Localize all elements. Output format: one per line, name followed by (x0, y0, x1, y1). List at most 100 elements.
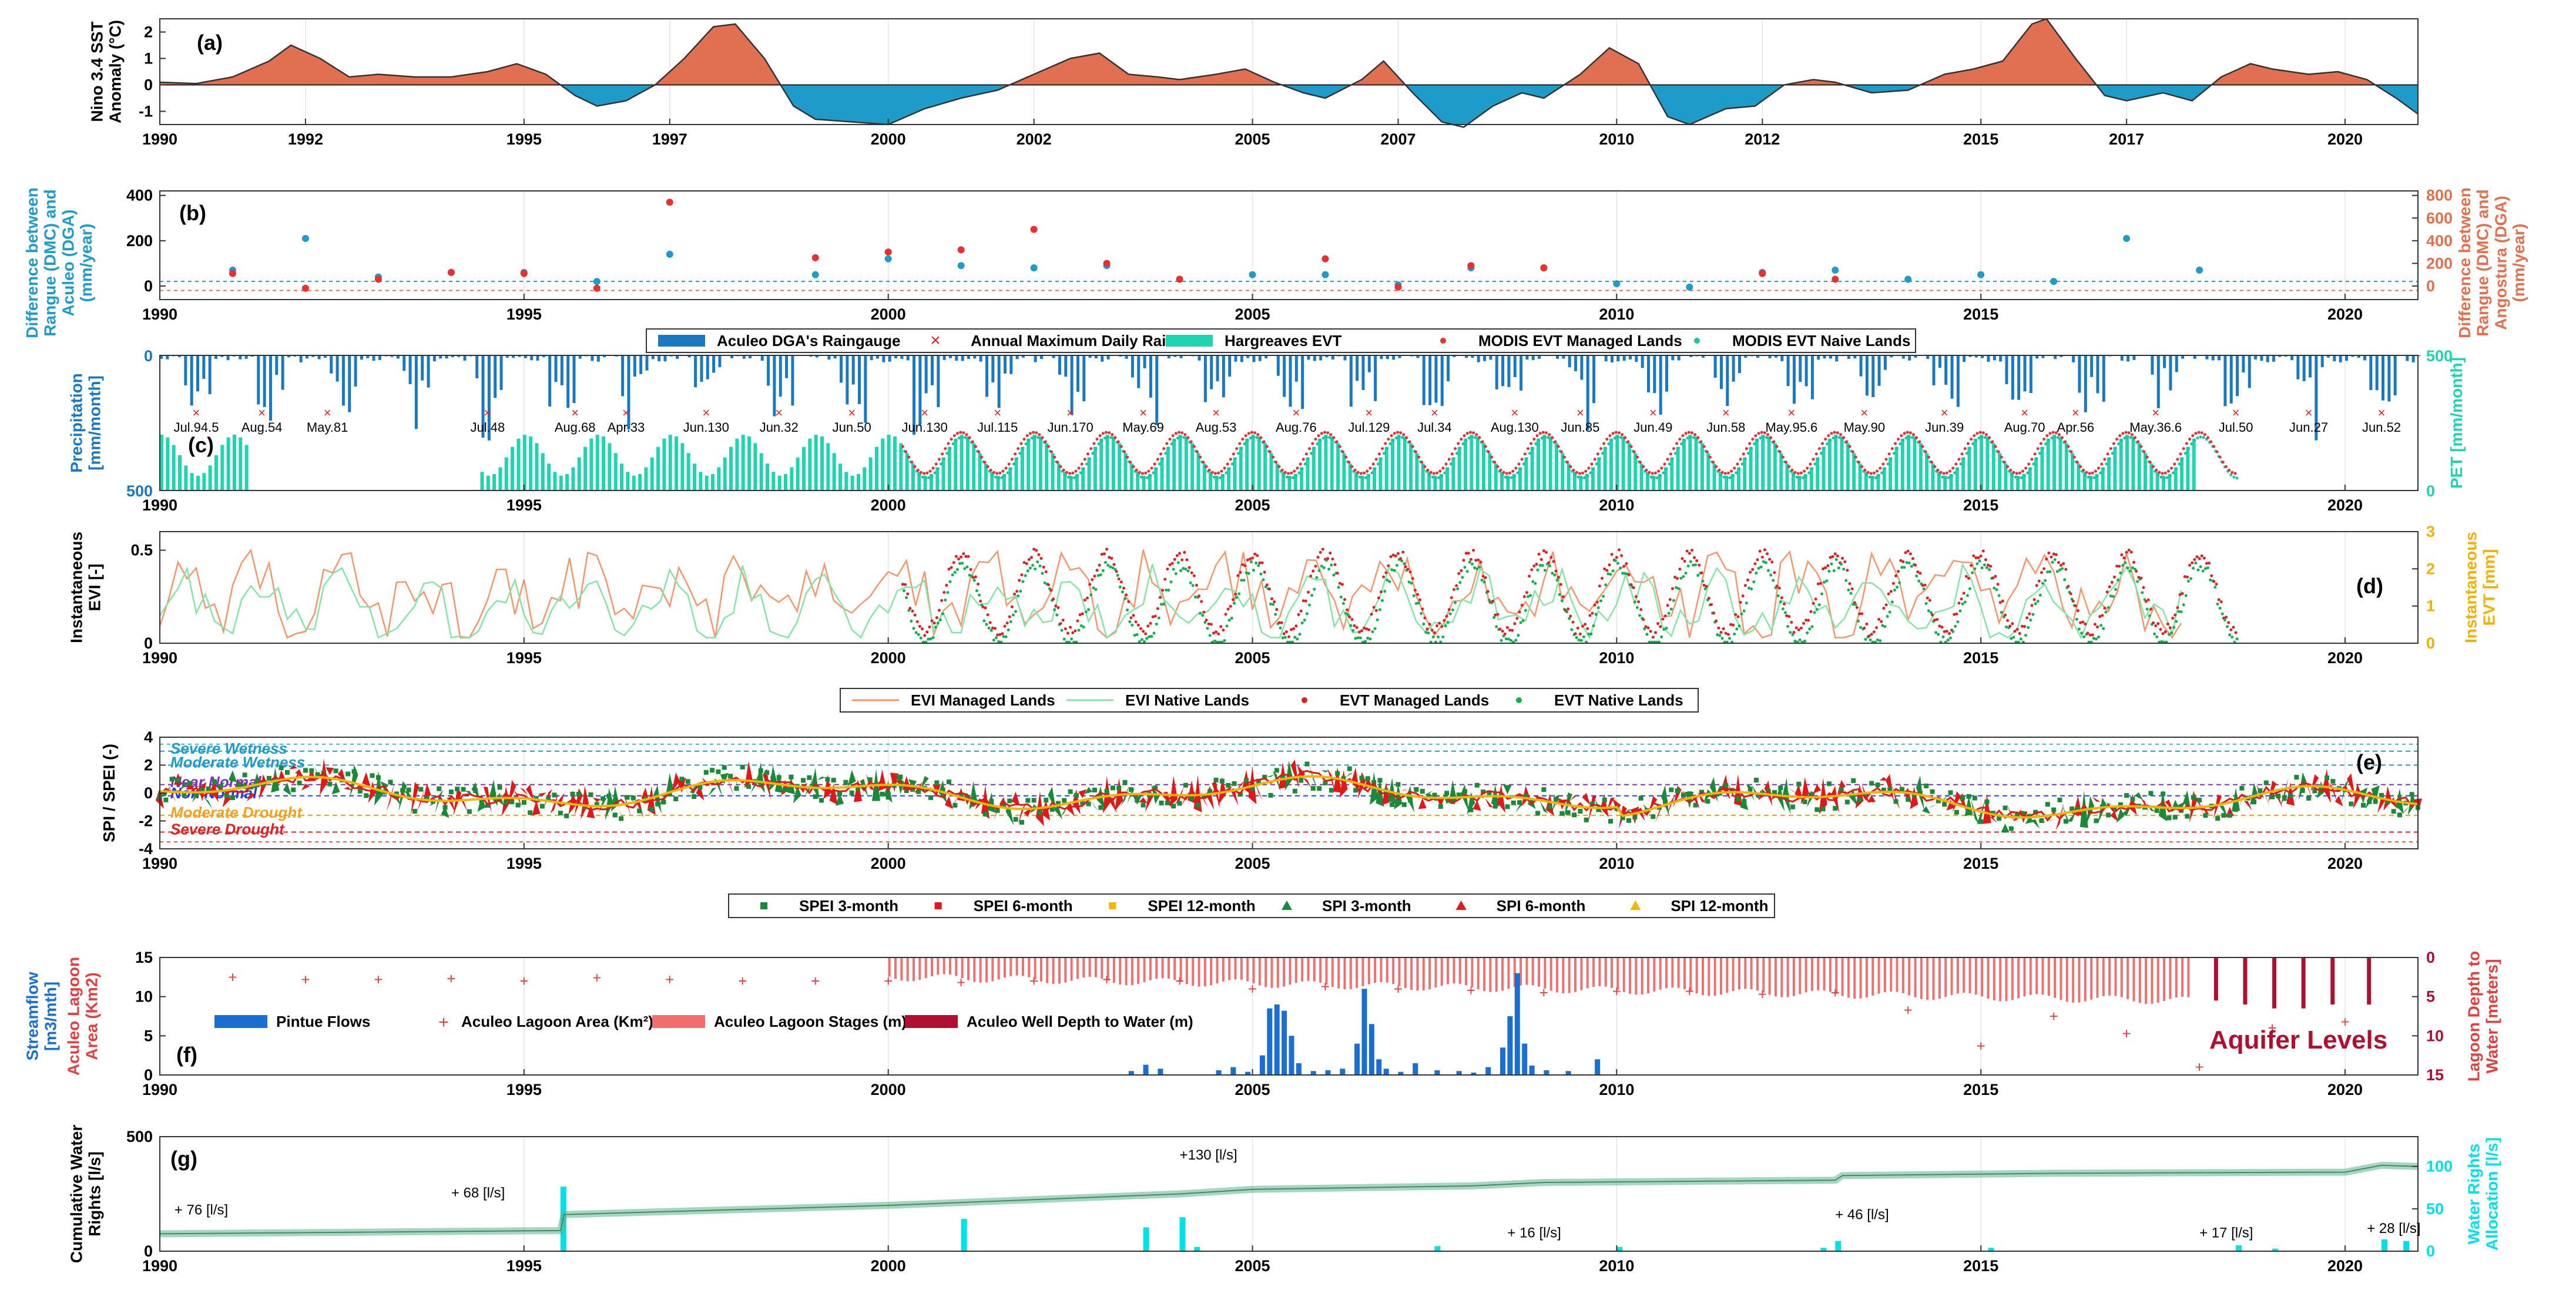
panel-c-modis-native-point (2035, 457, 2038, 461)
panel-c-pet-bar (1063, 472, 1067, 490)
panel-c-modis-managed-point (1183, 433, 1187, 436)
panel-d-evt-managed-point (1316, 556, 1320, 559)
panel-d-evt-managed-point (1872, 630, 1876, 634)
panel-c-modis-managed-point (1617, 431, 1621, 435)
panel-d-evt-managed-point (1634, 595, 1638, 599)
panel-c-modis-native-point (1743, 457, 1747, 461)
panel-d-evt-native-point (1570, 628, 1574, 631)
panel-f-lagoon-stage-bar (1920, 957, 1923, 999)
panel-e-spei3-point (1347, 766, 1352, 771)
panel-c-pet-bar (2192, 438, 2196, 490)
panel-c-modis-managed-point (1283, 471, 1287, 474)
panel-c-pet-bar (686, 453, 690, 490)
panel-d-evt-managed-point (991, 626, 994, 630)
panel-c-xtick-label: 2020 (2327, 496, 2363, 514)
panel-d-evt-managed-point (2076, 609, 2079, 613)
panel-f-pintue-bar (1500, 1047, 1506, 1075)
panel-e-spei3-point (1663, 799, 1668, 804)
panel-d-evt-managed-point (1338, 582, 1341, 585)
panel-f-lagoon-stage-bar (967, 957, 970, 980)
panel-c-modis-managed-point (901, 445, 904, 448)
panel-e-spei3-point (375, 775, 381, 780)
panel-d-evt-native-point (1864, 637, 1867, 641)
panel-c-pet-bar (1445, 467, 1450, 490)
panel-d-evt-managed-point (1681, 557, 1684, 560)
panel-c-modis-managed-point (1235, 447, 1239, 451)
panel-d-evt-managed-point (984, 606, 987, 610)
panel-d-evt-native-point (968, 573, 971, 577)
panel-c-rain-bar (1792, 355, 1796, 404)
panel-d-evt-managed-point (901, 583, 904, 586)
panel-f-lagoon-stage-bar (1240, 957, 1243, 980)
panel-c-modis-managed-point (1463, 434, 1466, 438)
panel-f-lagoon-stage-bar (1483, 957, 1486, 992)
panel-c-modis-managed-point (1824, 438, 1827, 441)
panel-f-lagoon-stage-bar (1859, 957, 1862, 999)
panel-c-modis-managed-point (2033, 452, 2037, 456)
panel-c-modis-managed-point (1296, 466, 1299, 470)
panel-c-modis-native-point (991, 473, 994, 476)
panel-c-modis-managed-point (904, 450, 908, 453)
panel-c-pet-bar (1761, 435, 1765, 490)
panel-c-pet-bar (668, 435, 672, 490)
panel-d-evt-native-point (1781, 607, 1785, 611)
panel-d-evt-managed-point (2018, 632, 2021, 636)
panel-c-pet-bar (1348, 463, 1352, 490)
panel-c-modis-native-point (945, 452, 949, 455)
panel-d-evt-managed-point (1153, 614, 1157, 618)
panel-f-lagoon-stage-bar (1810, 957, 1813, 991)
panel-b-point-angostura (229, 270, 236, 277)
panel-b-xtick-label: 2020 (2327, 305, 2363, 323)
panel-d-evt-native-point (1424, 630, 1428, 634)
panel-c-legend-label: Annual Maximum Daily Rainfall (971, 332, 1198, 350)
panel-d-evt-managed-point (1484, 576, 1487, 579)
panel-c-pet-bar (1239, 446, 1243, 490)
panel-d-evt-native-point (1677, 587, 1681, 590)
panel-g-annotation: + 68 [l/s] (451, 1185, 505, 1201)
panel-d-evt-managed-point (1741, 594, 1745, 598)
panel-d-evt-managed-point (1877, 617, 1881, 621)
panel-g-ytick: 0 (144, 1242, 153, 1260)
panel-c-modis-managed-point (1138, 471, 1141, 474)
panel-e-spei3-point (776, 775, 781, 780)
panel-f-lagoon-area-point: + (1831, 984, 1840, 1002)
panel-c-pet-bar (741, 435, 745, 490)
panel-c-modis-managed-point (1787, 465, 1791, 468)
panel-c-rain-bar (1082, 355, 1086, 402)
panel-f-lagoon-stage-bar (2156, 957, 2159, 1003)
panel-d-evt-managed-point (979, 599, 982, 603)
panel-c-annual-max-label: Jul.129 (1348, 420, 1390, 435)
panel-c-modis-managed-point (1162, 447, 1166, 451)
panel-c-rain-bar (1580, 355, 1584, 380)
panel-c-modis-managed-point (1377, 452, 1381, 456)
panel-f-lagoon-stage-bar (2114, 957, 2117, 996)
panel-c-pet-bar (2089, 475, 2093, 490)
panel-f-lagoon-stage-bar (1835, 957, 1838, 994)
panel-c-modis-managed-point (1241, 438, 1245, 441)
panel-e-spei3-point (2172, 815, 2178, 820)
panel-c-rain-bar (1659, 355, 1662, 415)
panel-d-evt-native-point (910, 619, 913, 623)
panel-d-evt-native-point (1478, 566, 1481, 569)
panel-d-evt-native-point (1735, 627, 1739, 631)
panel-d-evt-managed-point (1943, 630, 1946, 633)
panel-e-xtick-label: 2000 (871, 855, 906, 872)
panel-c-modis-managed-point (2176, 458, 2179, 461)
panel-d-evt-managed-point (1200, 600, 1203, 603)
panel-e-spi-point (1230, 788, 1239, 806)
panel-g-annotation: + 28 [l/s] (2367, 1221, 2420, 1237)
panel-d-evt-managed-point (993, 627, 997, 630)
panel-d-evt-native-point (1176, 561, 1180, 565)
panel-d-evt-managed-point (1399, 557, 1403, 560)
panel-e-spei3-point (1044, 798, 1049, 803)
panel-d-evt-managed-point (1455, 584, 1458, 587)
panel-d-evt-managed-point (1302, 599, 1305, 603)
panel-e-spei3-point (2379, 792, 2384, 798)
panel-f-lagoon-stage-bar (1058, 957, 1061, 984)
panel-c-rain-bar (603, 355, 606, 358)
panel-c-pet-bar (583, 446, 588, 490)
panel-c-modis-managed-point (1651, 472, 1654, 475)
panel-e-spei3-point (461, 787, 466, 792)
panel-c-modis-managed-point (1614, 431, 1618, 434)
panel-c-modis-managed-point (2057, 433, 2061, 436)
